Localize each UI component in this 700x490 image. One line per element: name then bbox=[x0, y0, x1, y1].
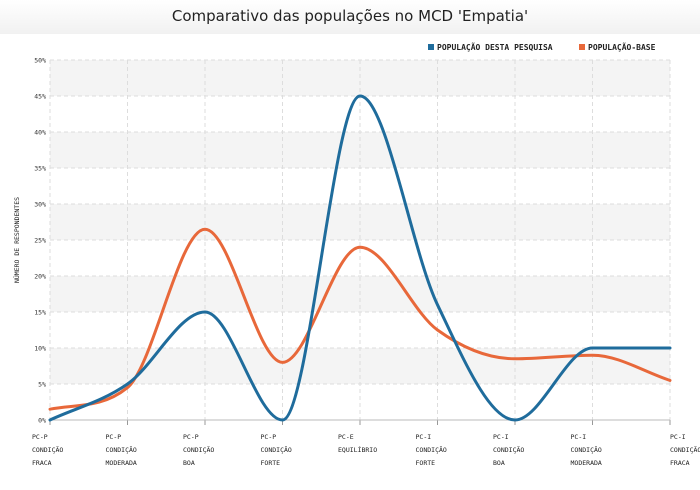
x-category-label: CONDIÇÃO bbox=[183, 445, 214, 454]
x-category-label: CONDIÇÃO bbox=[261, 445, 292, 454]
y-tick-label: 15% bbox=[34, 309, 46, 317]
x-category-label: CONDIÇÃO bbox=[571, 445, 602, 454]
x-category-label: FORTE bbox=[261, 459, 281, 467]
x-category-label: PC-I bbox=[493, 433, 509, 441]
x-category-label: PC-I bbox=[670, 433, 686, 441]
x-category-label: MODERADA bbox=[571, 459, 602, 467]
y-tick-label: 45% bbox=[34, 93, 46, 101]
series-line-1 bbox=[48, 227, 672, 411]
x-category-label: FRACA bbox=[670, 459, 690, 467]
series-line-0 bbox=[48, 94, 672, 422]
y-axis-ticks: 0% 5% 10% 15% 20% 25% 30% 35% 40% 45% 50% bbox=[34, 57, 46, 425]
x-category-label: PC-E bbox=[338, 433, 354, 441]
x-category-label: CONDIÇÃO bbox=[416, 445, 447, 454]
x-category-label: CONDIÇÃO bbox=[493, 445, 524, 454]
y-tick-label: 35% bbox=[34, 165, 46, 173]
x-category-label: BOA bbox=[183, 459, 195, 467]
y-tick-label: 0% bbox=[38, 417, 46, 425]
y-tick-label: 50% bbox=[34, 57, 46, 65]
chart-title: Comparativo das populações no MCD 'Empat… bbox=[172, 7, 528, 25]
x-category-label: PC-I bbox=[571, 433, 587, 441]
legend-swatch bbox=[579, 44, 585, 50]
x-category-label: CONDIÇÃO bbox=[32, 445, 63, 454]
x-category-label: CONDIÇÃO bbox=[670, 445, 700, 454]
x-category-label: PC-P bbox=[183, 433, 199, 441]
legend: POPULAÇÃO DESTA PESQUISA POPULAÇÃO-BASE bbox=[428, 42, 656, 52]
legend-label: POPULAÇÃO-BASE bbox=[588, 42, 656, 52]
x-category-label: EQUILÍBRIO bbox=[338, 445, 377, 454]
y-tick-label: 10% bbox=[34, 345, 46, 353]
legend-label: POPULAÇÃO DESTA PESQUISA bbox=[437, 42, 553, 52]
x-category-label: CONDIÇÃO bbox=[106, 445, 137, 454]
y-tick-label: 20% bbox=[34, 273, 46, 281]
x-category-label: BOA bbox=[493, 459, 505, 467]
legend-swatch bbox=[428, 44, 434, 50]
grid-lines bbox=[49, 59, 671, 425]
x-category-label: MODERADA bbox=[106, 459, 137, 467]
x-category-label: FRACA bbox=[32, 459, 52, 467]
y-tick-label: 40% bbox=[34, 129, 46, 137]
y-tick-label: 30% bbox=[34, 201, 46, 209]
y-tick-label: 25% bbox=[34, 237, 46, 245]
title-bar bbox=[0, 0, 700, 34]
x-category-label: PC-P bbox=[32, 433, 48, 441]
x-category-label: PC-P bbox=[261, 433, 277, 441]
x-category-label: PC-I bbox=[416, 433, 432, 441]
x-category-label: FORTE bbox=[416, 459, 436, 467]
x-axis-categories: PC-P CONDIÇÃO FRACA PC-P CONDIÇÃO MODERADA PC-… bbox=[32, 433, 700, 467]
x-category-label: PC-P bbox=[106, 433, 122, 441]
series-lines bbox=[48, 94, 672, 422]
y-axis-label: NÚMERO DE RESPONDENTES bbox=[12, 197, 21, 283]
y-tick-label: 5% bbox=[38, 381, 46, 389]
